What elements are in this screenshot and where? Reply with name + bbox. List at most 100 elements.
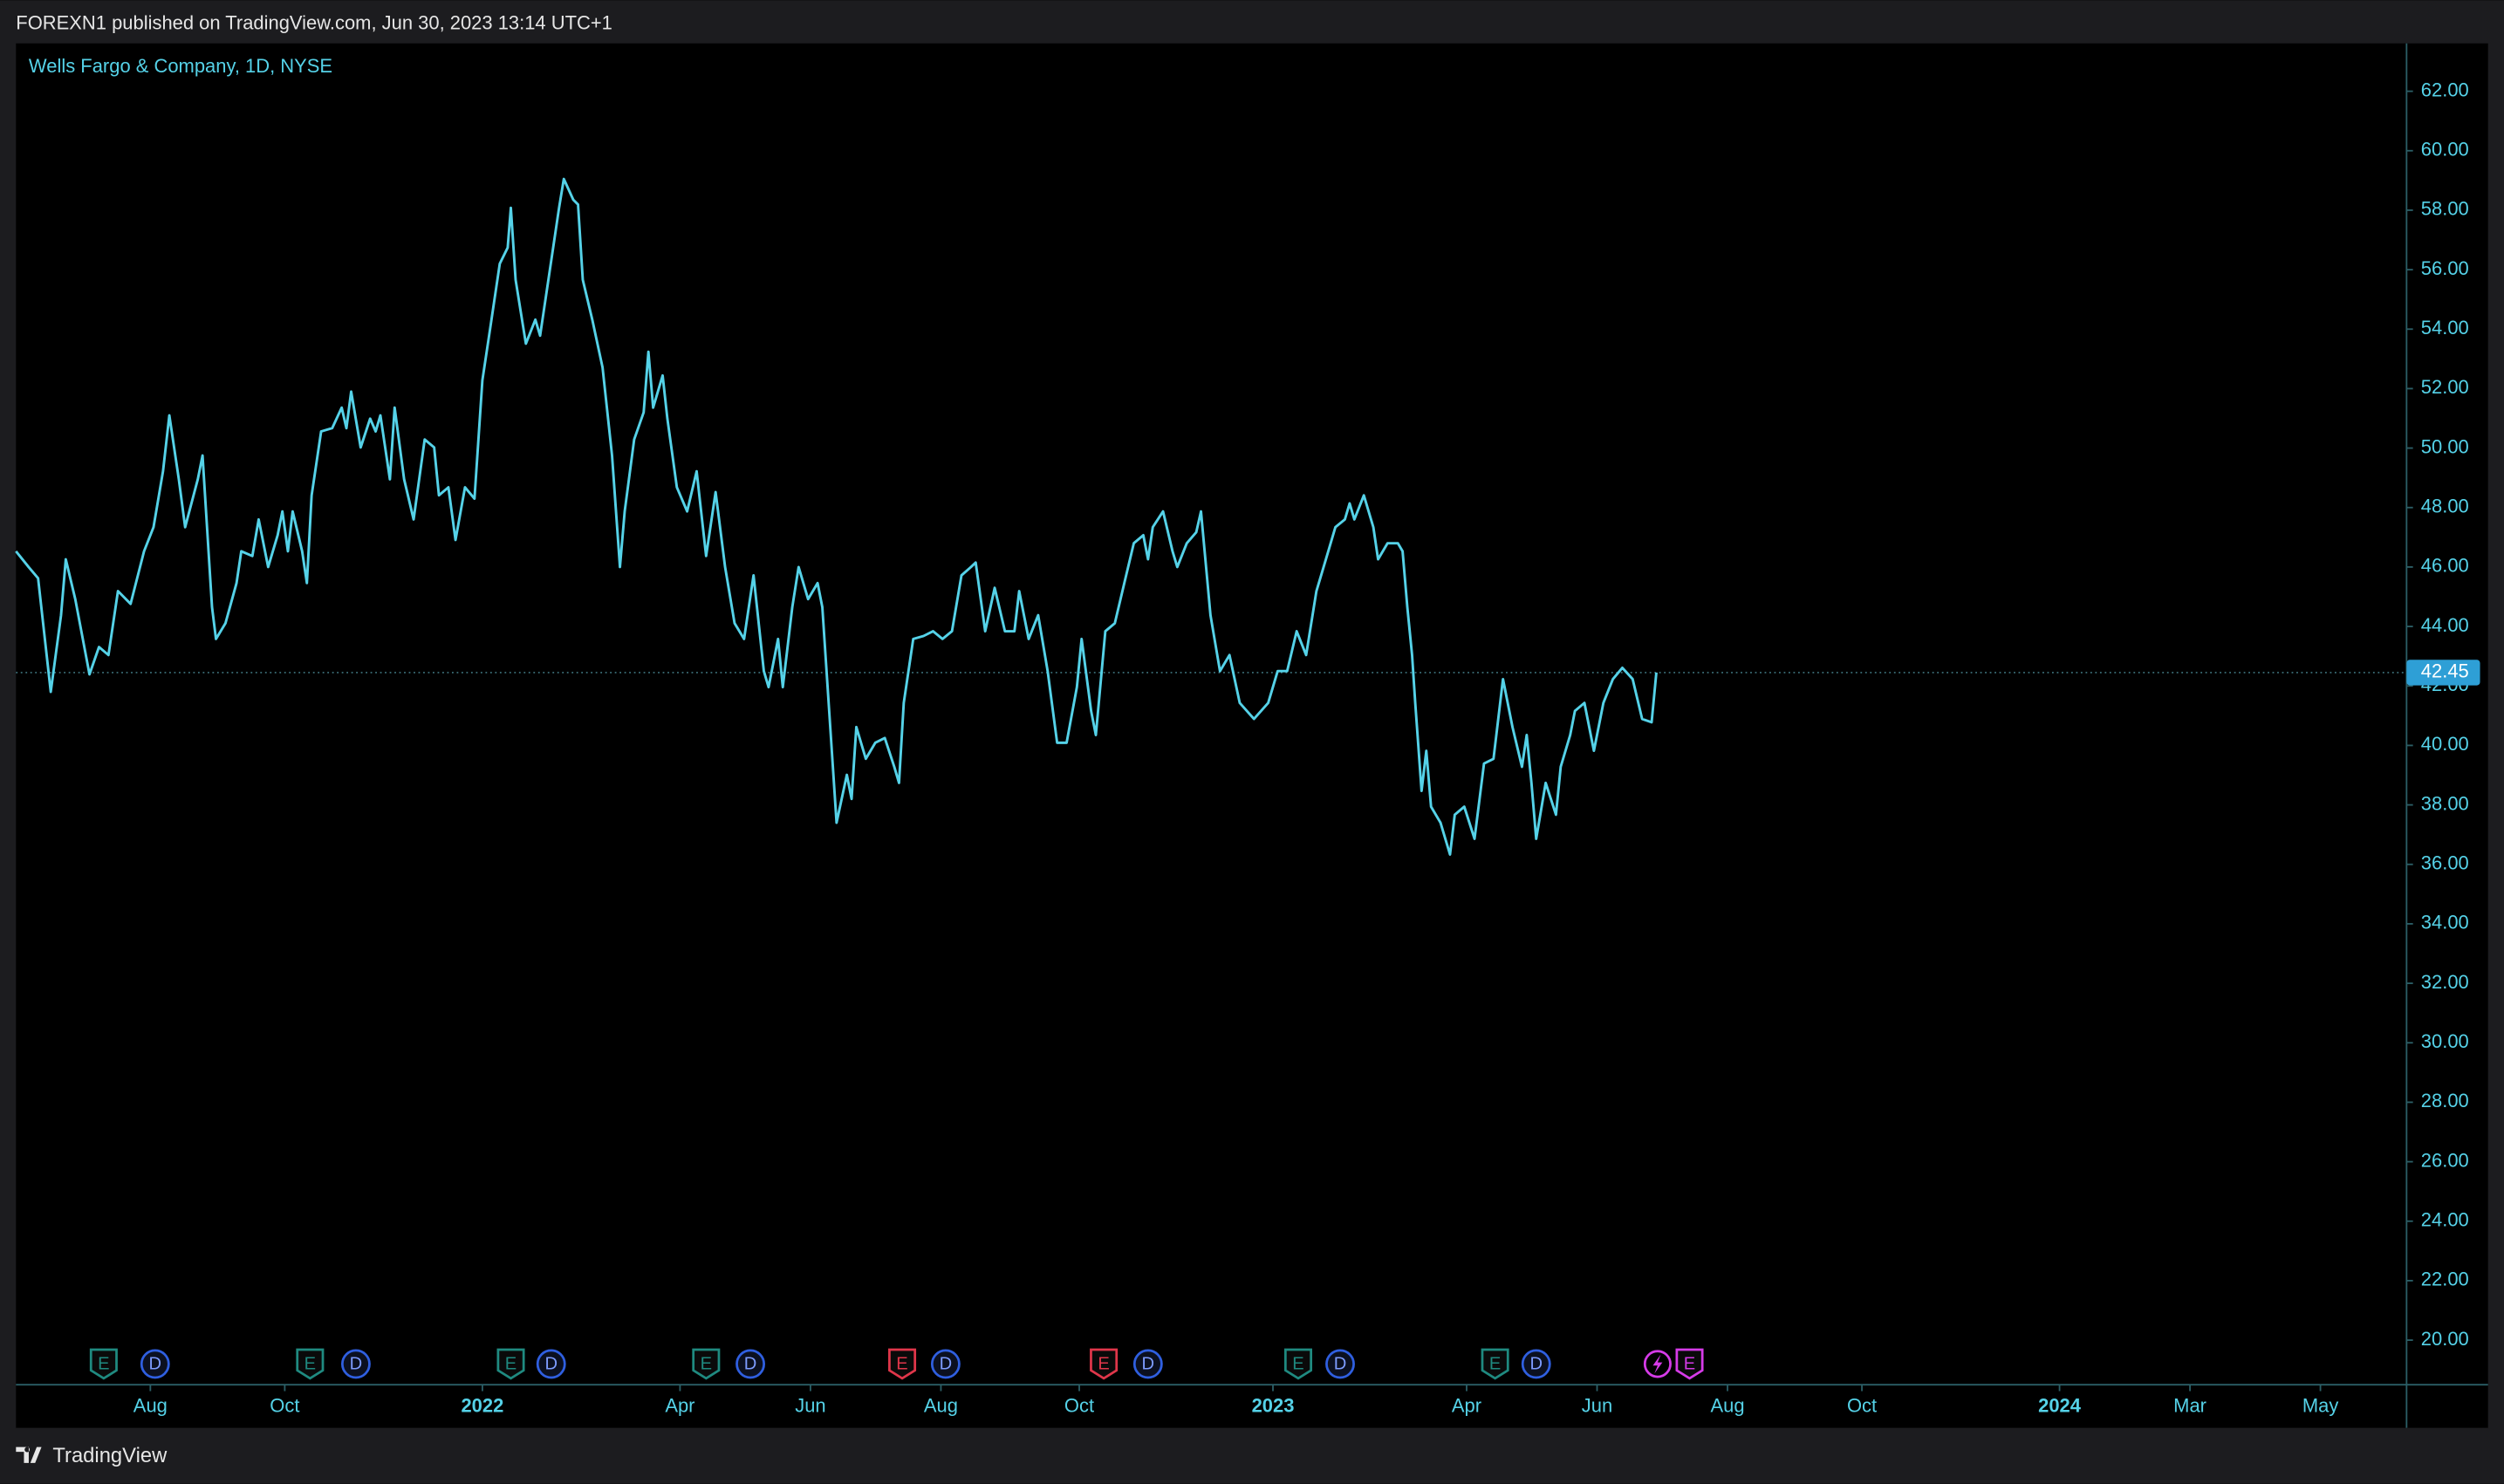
event-marker: D (1325, 1349, 1355, 1379)
event-label: D (149, 1355, 162, 1374)
x-tick-label: Oct (270, 1395, 299, 1417)
y-tick-label: 32.00 (2421, 971, 2469, 993)
event-label: E (1098, 1355, 1109, 1374)
event-marker: D (930, 1349, 961, 1379)
event-label: D (744, 1355, 757, 1374)
publish-header: FOREXN1 published on TradingView.com, Ju… (16, 12, 612, 34)
dividend-icon (340, 1349, 371, 1379)
y-tick-label: 56.00 (2421, 257, 2469, 279)
event-label: D (350, 1355, 363, 1374)
event-marker: E (296, 1348, 325, 1380)
y-tick-label: 50.00 (2421, 435, 2469, 457)
earnings-icon (1675, 1348, 1704, 1380)
earnings-icon (1090, 1348, 1119, 1380)
y-tick-label: 60.00 (2421, 139, 2469, 161)
y-tick-label: 30.00 (2421, 1030, 2469, 1052)
y-tick-label: 54.00 (2421, 317, 2469, 339)
event-label: D (940, 1355, 953, 1374)
dividend-icon (1521, 1349, 1551, 1379)
event-marker: E (1283, 1348, 1313, 1380)
tv-logo (16, 1446, 42, 1463)
chart-title: Wells Fargo & Company, 1D, NYSE (29, 55, 332, 77)
y-tick-label: 48.00 (2421, 496, 2469, 517)
x-tick-label: Mar (2173, 1395, 2206, 1417)
event-marker: E (692, 1348, 721, 1380)
y-tick-label: 36.00 (2421, 852, 2469, 874)
x-tick-label: Jun (1582, 1395, 1612, 1417)
x-tick-label: Aug (133, 1395, 168, 1417)
last-price-label: 42.45 (2421, 660, 2469, 682)
x-tick-label: Apr (665, 1395, 694, 1417)
event-label: E (1684, 1355, 1695, 1374)
logo-mark (16, 1446, 42, 1463)
x-tick-label: 2023 (1252, 1395, 1295, 1417)
dividend-icon (930, 1349, 961, 1379)
x-tick-label: May (2302, 1395, 2338, 1417)
lightning-bolt (1652, 1354, 1663, 1374)
y-tick-label: 62.00 (2421, 79, 2469, 100)
last-price-badge (2406, 660, 2480, 686)
y-tick-label: 34.00 (2421, 912, 2469, 933)
event-label: D (544, 1355, 558, 1374)
y-tick-label: 52.00 (2421, 376, 2469, 398)
event-marker: D (1132, 1349, 1163, 1379)
y-tick-label: 24.00 (2421, 1209, 2469, 1231)
dividend-icon (1132, 1349, 1163, 1379)
earnings-icon (1283, 1348, 1313, 1380)
earnings-icon (888, 1348, 917, 1380)
chart-pane (16, 43, 2488, 1428)
event-marker: D (536, 1349, 566, 1379)
dividend-icon (1325, 1349, 1355, 1379)
footer-brand: TradingView (52, 1444, 168, 1467)
y-tick-label: 40.00 (2421, 733, 2469, 755)
event-label: D (1142, 1355, 1155, 1374)
y-tick-label: 38.00 (2421, 792, 2469, 814)
event-marker: D (140, 1349, 170, 1379)
x-tick-label: 2022 (461, 1395, 503, 1417)
event-marker: D (735, 1349, 766, 1379)
event-marker: D (1521, 1349, 1551, 1379)
event-label: E (1489, 1355, 1501, 1374)
y-tick-label: 58.00 (2421, 198, 2469, 220)
y-tick-label: 28.00 (2421, 1090, 2469, 1111)
x-tick-label: 2024 (2038, 1395, 2082, 1417)
x-tick-label: Oct (1847, 1395, 1877, 1417)
earnings-icon (296, 1348, 325, 1380)
earnings-icon (496, 1348, 525, 1380)
event-marker: E (888, 1348, 917, 1380)
event-marker: E (496, 1348, 525, 1380)
y-tick-label: 20.00 (2421, 1328, 2469, 1350)
price-line (15, 177, 1658, 856)
event-label: D (1529, 1355, 1543, 1374)
dividend-icon (536, 1349, 566, 1379)
x-tick-label: Jun (795, 1395, 825, 1417)
y-tick-label: 46.00 (2421, 555, 2469, 577)
earnings-icon (89, 1348, 118, 1380)
earnings-icon (1481, 1348, 1509, 1380)
event-label: E (896, 1355, 907, 1374)
x-tick-label: Oct (1064, 1395, 1094, 1417)
event-label: E (98, 1355, 109, 1374)
event-label: E (701, 1355, 712, 1374)
event-label: E (505, 1355, 517, 1374)
event-marker: E (89, 1348, 118, 1380)
x-tick-label: Apr (1452, 1395, 1481, 1417)
event-marker: E (1675, 1348, 1704, 1380)
lightning-circle (1643, 1350, 1672, 1378)
event-label: E (304, 1355, 316, 1374)
y-tick-label: 22.00 (2421, 1269, 2469, 1290)
x-tick-label: Aug (924, 1395, 958, 1417)
earnings-icon (692, 1348, 721, 1380)
x-tick-label: Aug (1710, 1395, 1744, 1417)
dividend-icon (140, 1349, 170, 1379)
lightning-icon (1643, 1350, 1672, 1378)
event-marker: E (1090, 1348, 1119, 1380)
event-label: D (1334, 1355, 1347, 1374)
y-tick-label: 26.00 (2421, 1149, 2469, 1171)
event-label: E (1292, 1355, 1303, 1374)
dividend-icon (735, 1349, 766, 1379)
y-tick-label: 44.00 (2421, 614, 2469, 636)
event-marker: D (340, 1349, 371, 1379)
